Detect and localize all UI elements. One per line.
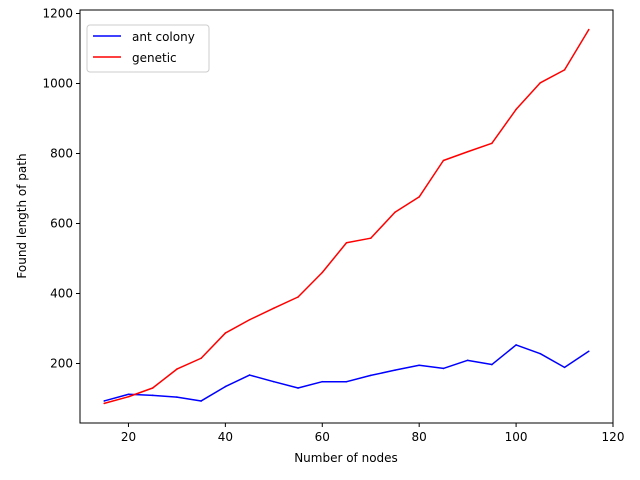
data-point-genetic	[200, 357, 202, 360]
data-point-genetic	[248, 318, 251, 321]
data-point-genetic	[127, 395, 130, 398]
y-axis-label: Found length of path	[15, 153, 29, 278]
data-point-genetic	[103, 402, 106, 405]
y-tick-label: 800	[50, 147, 73, 161]
data-point-ant-colony	[176, 396, 178, 398]
data-point-ant-colony	[127, 393, 130, 396]
data-point-ant-colony	[297, 387, 299, 389]
x-axis-ticks: 20 40 60 80 100 120	[121, 423, 625, 444]
data-point-ant-colony	[418, 364, 420, 367]
data-point-genetic	[151, 387, 154, 389]
data-point-genetic	[224, 332, 227, 334]
x-tick-label: 20	[121, 430, 136, 444]
data-point-ant-colony	[273, 380, 275, 383]
y-tick-label: 200	[50, 357, 73, 371]
data-point-genetic	[345, 241, 348, 244]
data-point-genetic	[563, 69, 566, 71]
data-point-genetic	[539, 82, 542, 84]
legend: ant colony genetic	[86, 24, 210, 73]
series-line-genetic	[104, 29, 590, 405]
y-tick-label: 1000	[42, 77, 73, 91]
data-point-ant-colony	[151, 394, 154, 397]
data-point-genetic	[176, 368, 178, 370]
data-point-ant-colony	[539, 352, 542, 355]
data-point-ant-colony	[466, 359, 469, 362]
data-point-ant-colony	[563, 366, 566, 369]
data-point-genetic	[321, 271, 324, 274]
data-point-ant-colony	[224, 385, 227, 388]
data-point-ant-colony	[394, 369, 396, 371]
x-tick-label: 80	[412, 430, 427, 444]
plot-frame	[79, 9, 614, 424]
data-point-ant-colony	[345, 380, 348, 383]
plot-area: 20 40 60 80 100 120 200 400 600 800 1000 1200	[42, 7, 624, 445]
data-point-genetic	[418, 196, 420, 198]
data-point-ant-colony	[200, 400, 202, 402]
x-tick-label: 120	[602, 430, 625, 444]
x-tick-label: 60	[315, 430, 330, 444]
legend-label-genetic: genetic	[132, 51, 177, 65]
x-tick-label: 100	[505, 430, 528, 444]
data-point-ant-colony	[491, 363, 493, 366]
data-point-genetic	[587, 28, 590, 31]
y-tick-label: 1200	[42, 7, 73, 21]
series-layer	[103, 28, 590, 405]
y-tick-label: 600	[50, 217, 73, 231]
x-tick-label: 40	[218, 430, 233, 444]
data-point-genetic	[466, 150, 469, 153]
data-point-ant-colony	[442, 367, 445, 370]
y-tick-label: 400	[50, 287, 73, 301]
data-point-genetic	[442, 159, 445, 162]
data-point-ant-colony	[103, 400, 106, 402]
y-axis-ticks: 200 400 600 800 1000 1200	[42, 7, 80, 371]
series-line-ant-colony	[104, 344, 590, 402]
data-point-genetic	[273, 307, 275, 310]
data-point-ant-colony	[369, 374, 372, 377]
data-point-genetic	[394, 211, 396, 214]
data-point-genetic	[369, 237, 372, 239]
data-point-ant-colony	[248, 374, 251, 376]
data-point-ant-colony	[515, 344, 517, 346]
data-point-ant-colony	[587, 350, 590, 353]
data-point-ant-colony	[321, 380, 324, 383]
data-point-genetic	[515, 108, 517, 111]
data-point-genetic	[491, 142, 493, 145]
legend-label-ant-colony: ant colony	[132, 30, 195, 44]
data-point-genetic	[297, 296, 299, 298]
x-axis-label: Number of nodes	[294, 451, 398, 465]
